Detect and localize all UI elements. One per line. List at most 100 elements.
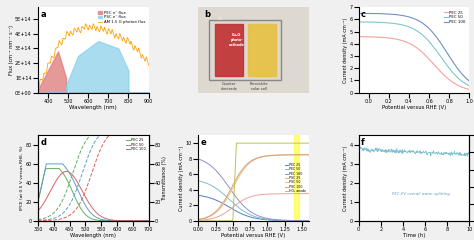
Line: PSC 25: PSC 25 [198,194,309,220]
AM 1.5 G photon flux [35,87,41,90]
PEC 25 [356,35,362,38]
Text: c: c [361,10,366,19]
PEC 50 [249,214,255,217]
PSC 100 [249,159,255,162]
PEC 25 [261,218,267,221]
AM 1.5 G photon flux [44,71,49,74]
Line: PEC 100: PEC 100 [198,159,309,221]
PEC 100 [356,12,362,15]
PEC 50 [421,35,427,38]
PSC 50 [249,160,255,163]
PEC 25 [143,219,149,222]
Y-axis label: Current density (mA cm⁻²): Current density (mA cm⁻²) [179,145,184,211]
PSC 25 [303,192,309,195]
PSC 25 [248,195,254,198]
PEC 50 [195,179,201,182]
Line: PEC 50: PEC 50 [198,181,309,221]
PEC 100 [286,219,292,222]
PEC 100 [421,23,427,26]
PSC 100 [306,153,312,156]
HO₂ anode [195,219,201,222]
HO₂ anode [262,142,267,144]
PEC 25 [456,84,462,87]
PEC 25 [356,35,362,38]
Y-axis label: IPCE (at 0.5 V versus RHE, %): IPCE (at 0.5 V versus RHE, %) [20,146,24,210]
X-axis label: Wavelength (nm): Wavelength (nm) [69,105,117,110]
PEC 25 [286,219,292,222]
Text: Counter
electrode: Counter electrode [220,82,237,91]
PEC 50 [356,20,362,23]
X-axis label: Time (h): Time (h) [403,234,425,238]
AM 1.5 G photon flux [81,27,87,30]
PSC 100 [303,153,309,156]
PEC 100 [423,25,429,28]
Line: PEC 50: PEC 50 [359,22,469,86]
PEC 100 [249,211,255,214]
PEC 100 [95,213,101,216]
PEC 100 [195,157,201,160]
PSC 100 [248,160,254,162]
PEC 25 [421,53,427,55]
HO₂ anode [306,142,312,144]
PSC 100 [195,218,201,221]
PEC 50 [449,70,455,73]
PEC 25 [89,217,94,220]
HO₂ anode [234,142,239,144]
Text: PEC-PV overall water splitting: PEC-PV overall water splitting [392,192,450,196]
PEC 50 [306,219,312,222]
Text: O₂: O₂ [218,17,223,21]
PSC 100 [255,156,261,159]
PEC 25 [449,80,455,83]
Y-axis label: Current density (mA cm⁻²): Current density (mA cm⁻²) [343,17,348,83]
Legend: PEC 25, PEC 50, PEC 100, PSC 25, PSC 50, PSC 100, HO₂ anode: PEC 25, PEC 50, PEC 100, PSC 25, PSC 50,… [284,162,307,194]
PEC 100 [261,216,267,219]
AM 1.5 G photon flux [120,37,126,40]
HO₂ anode [249,142,255,144]
PEC 100 [35,210,41,212]
Bar [215,24,243,76]
PSC 50 [195,218,201,221]
PEC 25 [306,219,312,222]
HO₂ anode [286,142,292,144]
PSC 25 [286,192,292,195]
PEC 50 [101,218,107,221]
PEC 100 [64,170,69,173]
PEC 100 [456,69,462,72]
PEC 50 [89,212,94,215]
PEC 50 [286,219,292,222]
Text: f: f [361,138,365,147]
HO₂ anode [304,142,310,144]
PEC 100 [303,219,309,222]
PEC 50 [95,217,101,220]
PSC 50 [286,153,292,156]
PSC 25 [249,195,255,198]
PEC 100 [306,219,312,222]
Line: PEC 100: PEC 100 [359,13,469,81]
Legend: PEC 25, PEC 50, PEC 100: PEC 25, PEC 50, PEC 100 [125,137,147,153]
Line: PSC 100: PSC 100 [198,155,309,219]
PEC 50 [255,216,261,219]
PEC 50 [88,211,93,214]
PEC 100 [255,214,261,217]
Line: PEC 25: PEC 25 [38,168,148,221]
PEC 100 [89,205,94,208]
PEC 50 [126,219,132,222]
AM 1.5 G photon flux [146,64,151,66]
PEC 50 [466,84,472,87]
Line: PSC 50: PSC 50 [198,155,309,220]
PEC 100 [88,204,93,207]
PEC 50 [456,77,462,80]
PEC 25 [88,217,93,220]
PEC 25 [195,194,201,197]
PEC 100 [356,12,362,15]
PEC 100 [101,216,107,219]
PEC 50 [248,214,254,216]
AM 1.5 G photon flux [40,76,46,79]
PEC 25 [249,216,255,219]
PEC 25 [146,219,151,222]
PSC 50 [248,161,254,163]
PEC 25 [466,88,472,91]
PEC 25 [101,219,107,222]
PSC 25 [195,219,201,222]
PEC 50 [423,37,429,40]
